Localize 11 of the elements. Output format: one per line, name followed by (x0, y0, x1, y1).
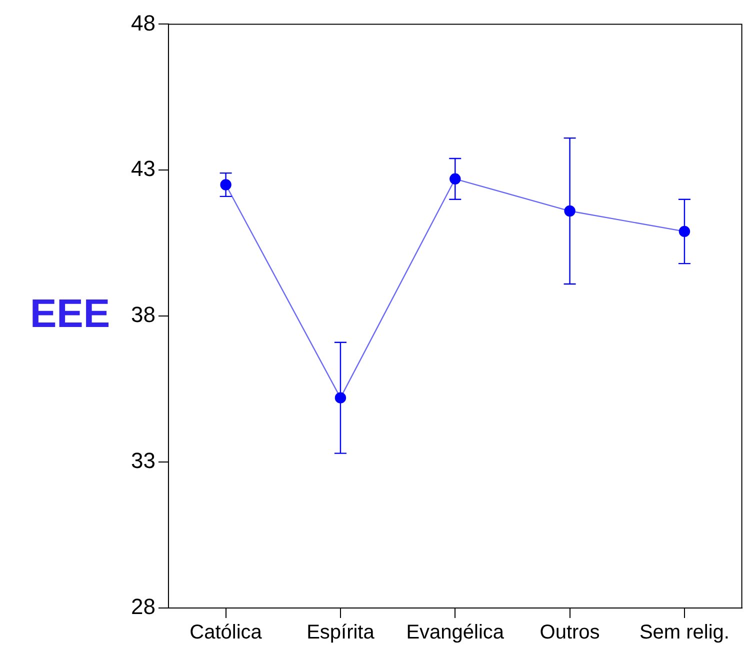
y-tick-label: 43 (130, 156, 156, 182)
y-tick-label: 28 (130, 594, 156, 620)
x-tick-label: Evangélica (406, 622, 505, 644)
y-tick-label: 33 (130, 448, 156, 474)
x-tick-label: Sem relig. (639, 622, 730, 644)
x-tick-label: Católica (190, 622, 263, 644)
y-tick-label: 38 (130, 302, 156, 328)
y-axis-title: EEE (30, 292, 110, 336)
x-tick-label: Outros (540, 622, 600, 644)
y-tick-label: 48 (130, 10, 156, 36)
x-tick-label: Espírita (306, 622, 376, 644)
